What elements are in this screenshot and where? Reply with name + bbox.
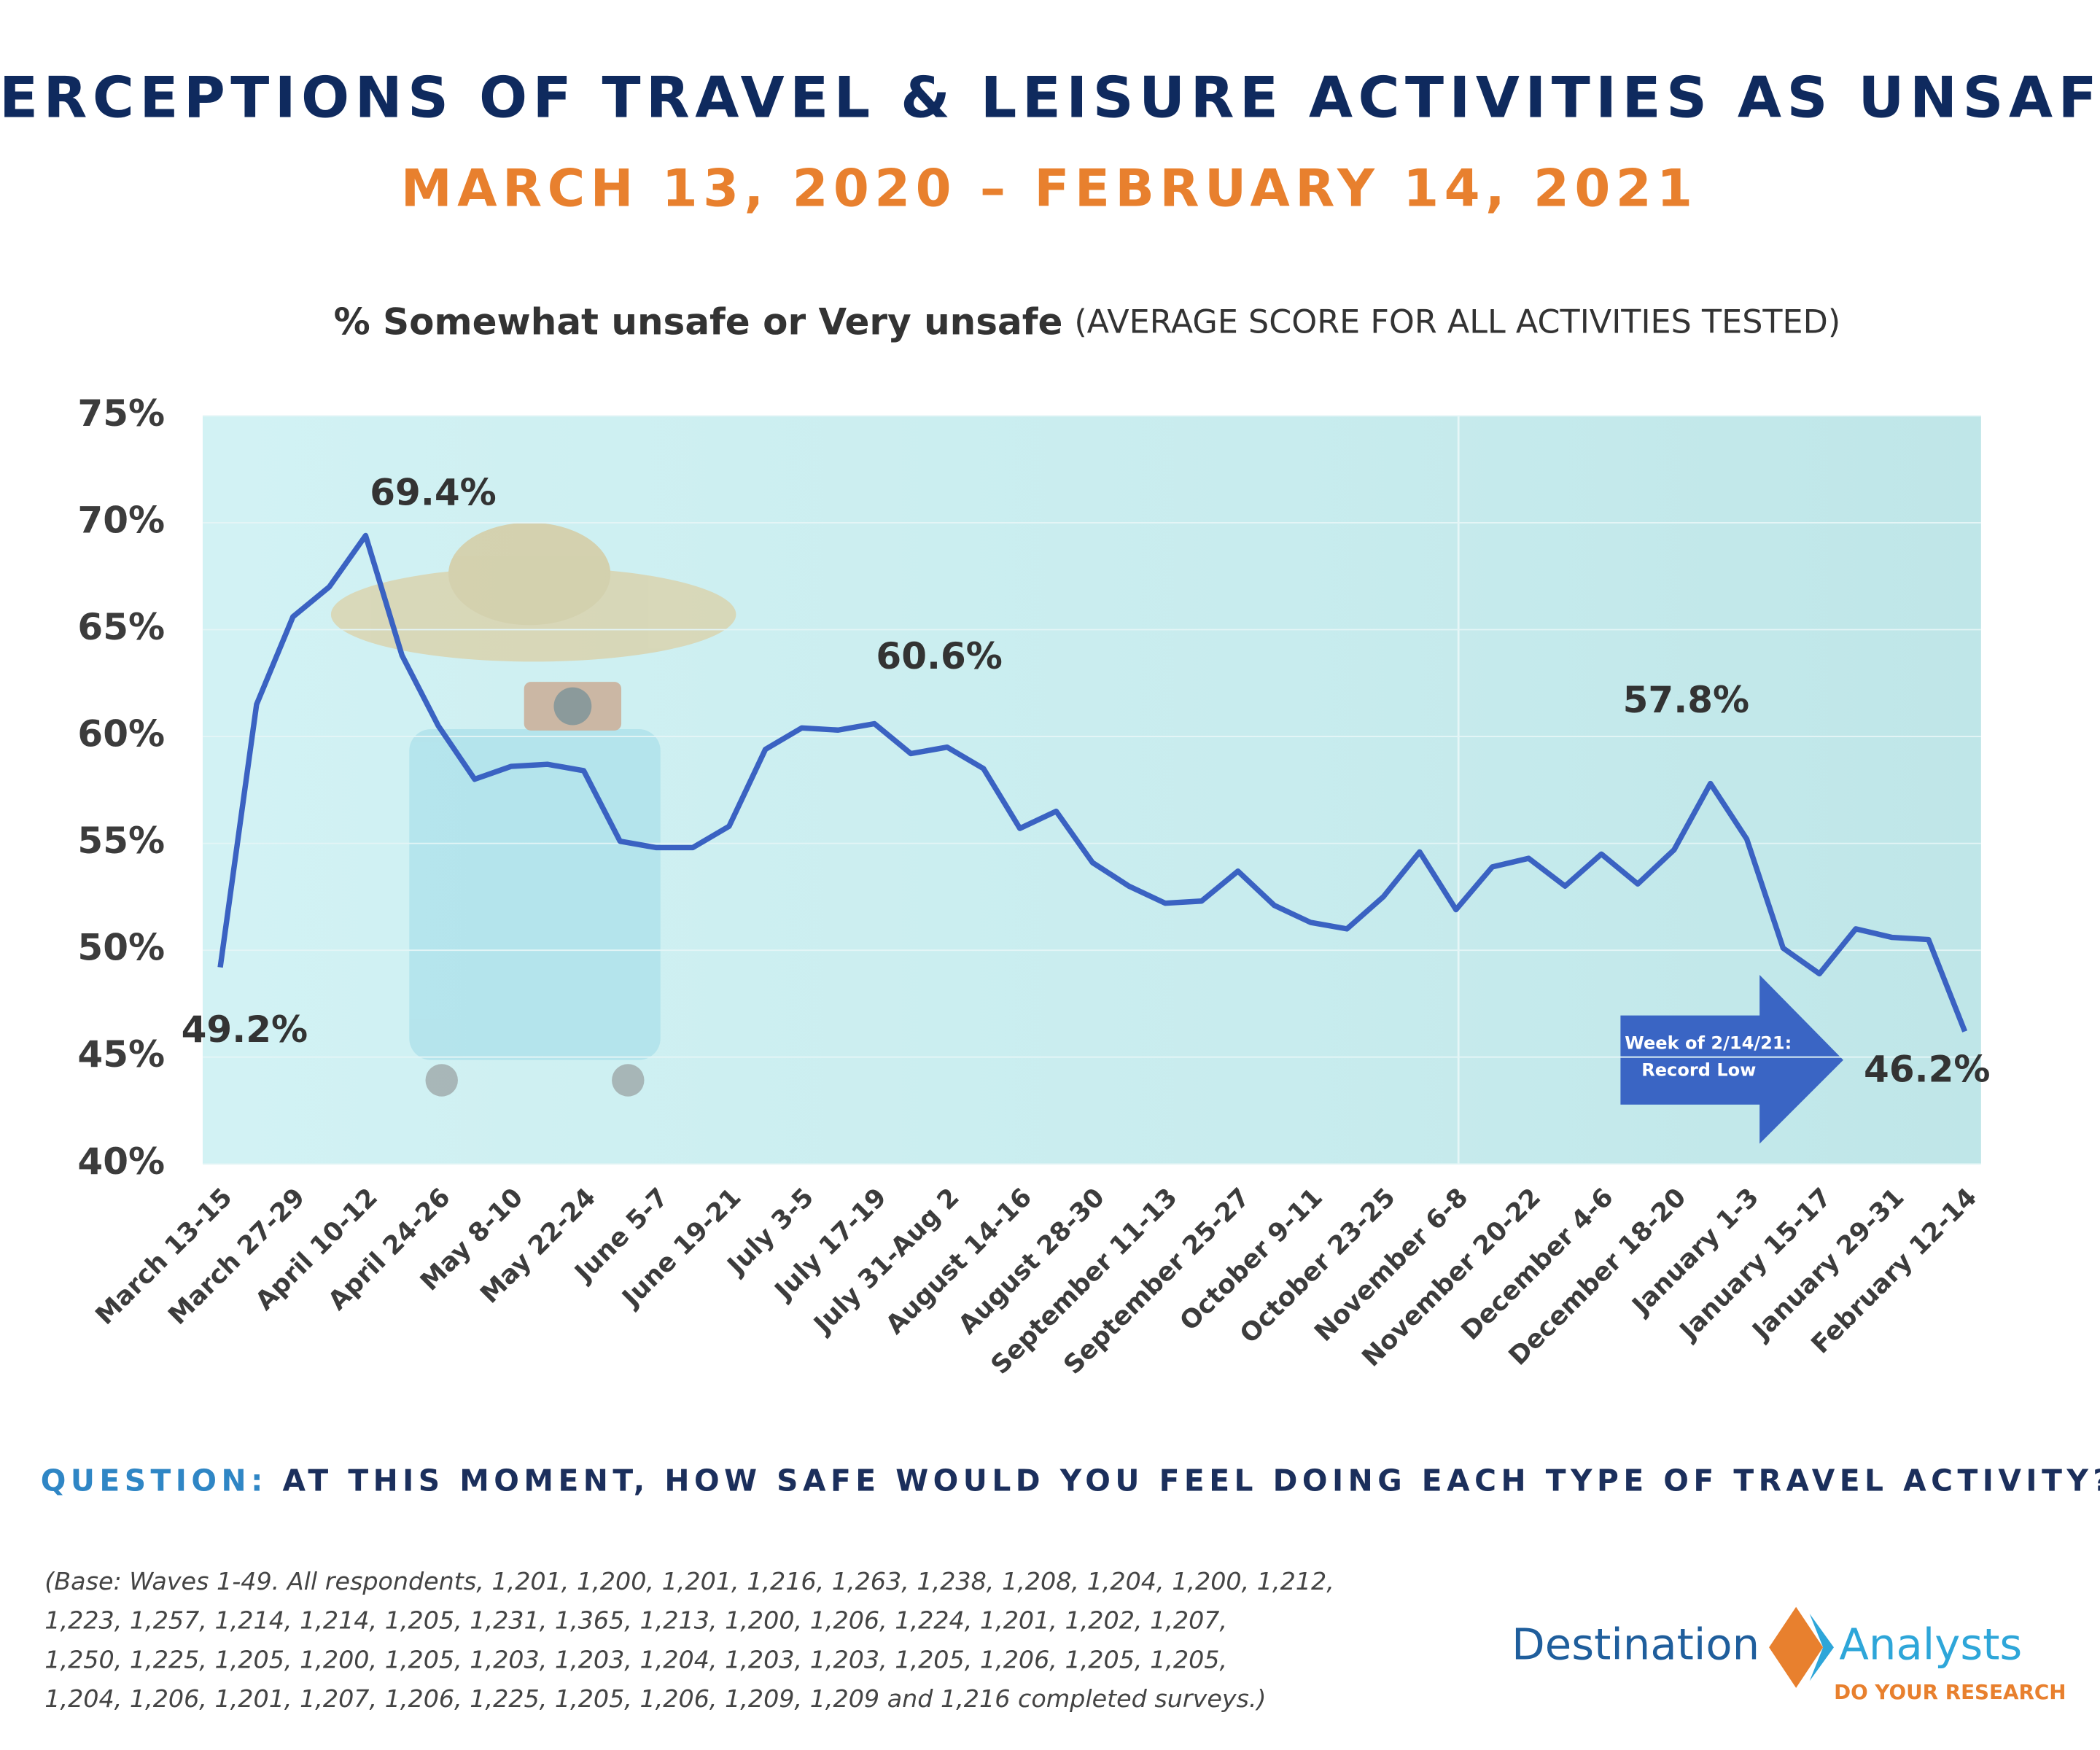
annotation-arrow	[1620, 975, 1843, 1144]
y-tick-label: 60%	[77, 713, 165, 755]
logo-right: Analysts	[1839, 1619, 2022, 1669]
y-tick-label: 55%	[77, 820, 165, 862]
base-note: 1,250, 1,225, 1,205, 1,200, 1,205, 1,203…	[44, 1645, 1227, 1673]
logo-tagline: DO YOUR RESEARCH	[1834, 1680, 2066, 1704]
logo-left: Destination	[1512, 1619, 1759, 1669]
y-tick-label: 50%	[77, 927, 165, 969]
data-line	[217, 532, 1968, 1032]
chart-title: PERCEPTIONS OF TRAVEL & LEISURE ACTIVITI…	[0, 65, 2100, 131]
value-label: 69.4%	[370, 471, 496, 513]
logo-mark	[1809, 1613, 1834, 1681]
value-label: 49.2%	[182, 1008, 308, 1051]
chart-subtitle: MARCH 13, 2020 – FEBRUARY 14, 2021	[401, 158, 1698, 218]
y-tick-label: 70%	[77, 499, 165, 541]
x-tick-label: January 1-3	[1625, 1182, 1765, 1321]
axis-title: % Somewhat unsafe or Very unsafe (AVERAG…	[334, 300, 1841, 343]
question-label: QUESTION:	[41, 1463, 268, 1498]
base-note: (Base: Waves 1-49. All respondents, 1,20…	[44, 1567, 1334, 1595]
annotation-text: Week of 2/14/21:	[1625, 1032, 1792, 1053]
axis-label: % Somewhat unsafe or Very unsafe	[334, 300, 1063, 343]
axis-note: (AVERAGE SCORE FOR ALL ACTIVITIES TESTED…	[1074, 303, 1840, 341]
annotation-text: Record Low	[1641, 1060, 1756, 1081]
value-label: 46.2%	[1864, 1049, 1990, 1091]
value-label: 60.6%	[876, 635, 1002, 677]
value-label: 57.8%	[1623, 679, 1749, 721]
y-tick-label: 75%	[77, 392, 165, 435]
y-tick-label: 45%	[77, 1033, 165, 1076]
base-note: 1,204, 1,206, 1,201, 1,207, 1,206, 1,225…	[44, 1684, 1266, 1713]
suitcase-decor	[330, 522, 736, 1097]
question-text: AT THIS MOMENT, HOW SAFE WOULD YOU FEEL …	[283, 1463, 2100, 1498]
base-note: 1,223, 1,257, 1,214, 1,214, 1,205, 1,231…	[44, 1606, 1227, 1635]
y-tick-label: 65%	[77, 606, 165, 648]
logo-mark	[1769, 1606, 1824, 1688]
question: QUESTION: AT THIS MOMENT, HOW SAFE WOULD…	[41, 1463, 2100, 1498]
y-tick-label: 40%	[77, 1140, 165, 1183]
